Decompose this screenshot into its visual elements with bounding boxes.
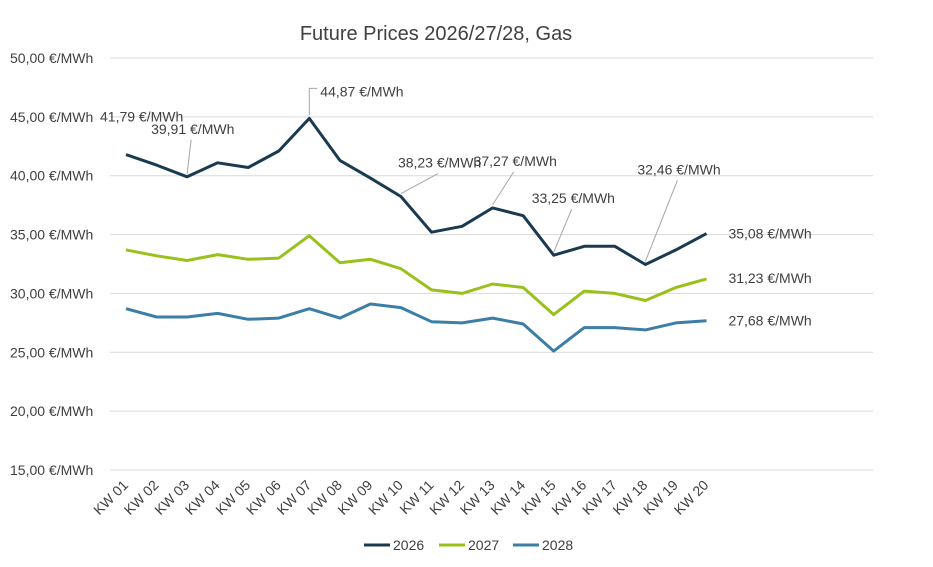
data-label: 39,91 €/MWh [151, 121, 234, 137]
data-label: 41,79 €/MWh [100, 109, 183, 125]
y-tick-label: 40,00 €/MWh [10, 168, 93, 184]
data-label: 32,46 €/MWh [637, 161, 720, 177]
series-line-2026 [125, 116, 708, 266]
leader-line [400, 173, 439, 194]
legend-label-2028: 2028 [542, 537, 573, 553]
series-lines [125, 116, 708, 353]
y-tick-label: 45,00 €/MWh [10, 109, 93, 125]
chart-title: Future Prices 2026/27/28, Gas [300, 23, 572, 45]
leader-line [308, 87, 318, 116]
data-label: 44,87 €/MWh [320, 83, 403, 99]
series-line-2028 [125, 302, 707, 353]
leader-line [492, 171, 515, 206]
y-tick-label: 25,00 €/MWh [10, 344, 93, 360]
legend: 2026 2027 2028 [364, 537, 573, 553]
data-label: 37,27 €/MWh [474, 153, 557, 169]
annotation-leader-lines [186, 87, 678, 262]
data-label: 31,23 €/MWh [728, 270, 811, 286]
series-line-2027 [125, 234, 707, 317]
data-label: 38,23 €/MWh [398, 155, 481, 171]
gridlines [110, 57, 873, 471]
legend-label-2026: 2026 [393, 537, 424, 553]
data-label: 35,08 €/MWh [728, 226, 811, 242]
y-tick-label: 30,00 €/MWh [10, 285, 93, 301]
leader-line [644, 180, 678, 262]
y-tick-label: 35,00 €/MWh [10, 227, 93, 243]
legend-label-2027: 2027 [468, 537, 499, 553]
data-label: 33,25 €/MWh [532, 190, 615, 206]
y-tick-label: 20,00 €/MWh [10, 403, 93, 419]
y-tick-label: 15,00 €/MWh [10, 462, 93, 478]
leader-line [553, 208, 573, 253]
x-tick-label: KW 10 [365, 477, 406, 518]
y-axis-ticks: 15,00 €/MWh 20,00 €/MWh 25,00 €/MWh 30,00 €… [10, 50, 93, 478]
x-tick-label: KW 20 [671, 477, 712, 518]
data-label: 27,68 €/MWh [728, 313, 811, 329]
leader-line [186, 139, 192, 174]
y-tick-label: 50,00 €/MWh [10, 50, 93, 66]
